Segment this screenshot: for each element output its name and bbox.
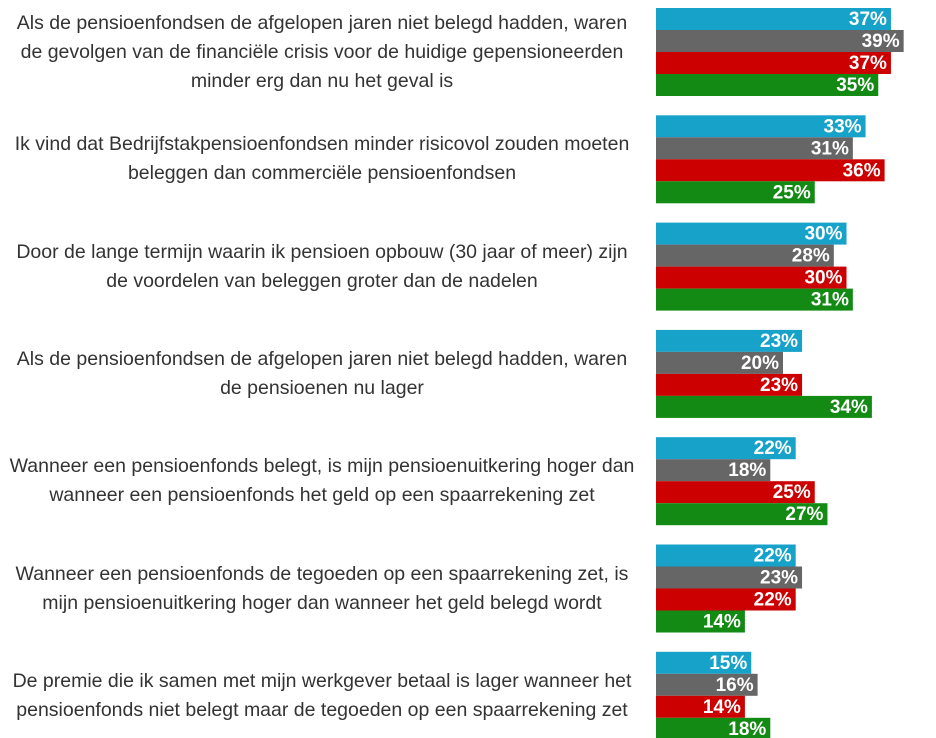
bar — [656, 459, 771, 482]
bar — [656, 566, 803, 589]
value-label: 25% — [773, 482, 811, 503]
value-label: 14% — [703, 612, 741, 633]
bar — [656, 437, 796, 460]
category-label: Wanneer een pensioenfonds de tegoeden op… — [15, 562, 629, 614]
category-label: De premie die ik samen met mijn werkgeve… — [12, 669, 632, 721]
bar — [656, 717, 771, 738]
bar — [656, 137, 853, 160]
value-label: 37% — [849, 9, 887, 30]
bar — [656, 544, 796, 567]
value-label: 22% — [754, 546, 792, 567]
value-label: 28% — [792, 246, 830, 267]
value-label: 31% — [811, 290, 849, 311]
category-label: Wanneer een pensioenfonds belegt, is mij… — [9, 455, 635, 507]
bar — [656, 481, 815, 504]
bar — [656, 30, 904, 52]
value-label: 30% — [804, 268, 842, 289]
value-label: 25% — [773, 182, 811, 203]
category-label: Als de pensioenfondsen de afgelopen jare… — [16, 11, 628, 92]
bar — [656, 673, 758, 696]
value-label: 31% — [811, 138, 849, 159]
bar — [656, 52, 891, 74]
bar — [656, 329, 803, 352]
value-label: 39% — [862, 31, 900, 52]
value-label: 34% — [830, 397, 868, 418]
bar — [656, 503, 828, 526]
bar — [656, 351, 783, 374]
value-label: 20% — [741, 353, 779, 374]
value-label: 30% — [804, 224, 842, 245]
bar — [656, 181, 815, 204]
value-label: 15% — [709, 653, 747, 674]
value-label: 23% — [760, 375, 798, 396]
bar — [656, 115, 866, 138]
bar — [656, 8, 891, 30]
value-label: 33% — [824, 116, 862, 137]
bar — [656, 74, 879, 96]
value-label: 22% — [754, 438, 792, 459]
value-label: 23% — [760, 568, 798, 589]
category-label: Als de pensioenfondsen de afgelopen jare… — [16, 347, 628, 399]
bar — [656, 222, 847, 245]
value-label: 23% — [760, 331, 798, 352]
bar — [656, 695, 745, 718]
value-label: 22% — [754, 590, 792, 611]
bar — [656, 588, 796, 611]
bar — [656, 244, 834, 267]
bar — [656, 610, 745, 633]
value-label: 36% — [843, 160, 881, 181]
bar — [656, 288, 853, 311]
category-label: Door de lange termijn waarin ik pensioen… — [16, 240, 628, 292]
value-label: 16% — [716, 675, 754, 696]
value-label: 18% — [728, 460, 766, 481]
bar — [656, 395, 872, 418]
value-label: 14% — [703, 697, 741, 718]
value-label: 35% — [836, 75, 874, 96]
bar — [656, 651, 752, 674]
value-label: 18% — [728, 719, 766, 738]
value-label: 27% — [785, 504, 823, 525]
bar — [656, 266, 847, 289]
bar — [656, 159, 885, 182]
bar — [656, 373, 803, 396]
category-label: Ik vind dat Bedrijfstakpensioenfondsen m… — [14, 133, 630, 185]
value-label: 37% — [849, 53, 887, 74]
